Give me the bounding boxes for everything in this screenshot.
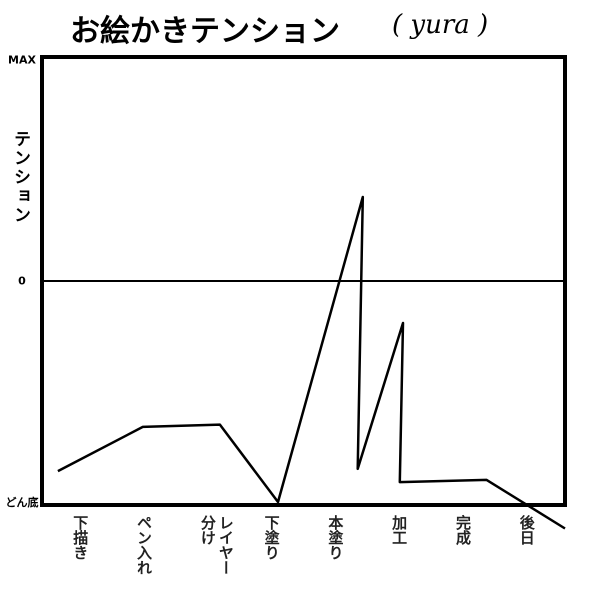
y-axis-label: テンション	[10, 130, 30, 225]
x-tick-label: レイヤー分け	[198, 515, 235, 575]
y-tick-label: MAX	[8, 53, 36, 67]
y-tick-label: 0	[18, 274, 26, 288]
y-tick-label: どん底	[5, 496, 39, 509]
x-tick-label: 後日	[517, 515, 536, 545]
line	[57, 195, 566, 530]
x-tick-label: ペン入れ	[135, 515, 154, 575]
x-tick-label: 本塗り	[326, 515, 345, 560]
x-tick-label: 完成	[453, 515, 472, 545]
x-tick-label: 下塗り	[262, 515, 281, 560]
author: ( yura )	[392, 10, 489, 40]
x-tick-label: 下描き	[71, 515, 90, 560]
x-tick-label: 加工	[390, 515, 409, 545]
chart-title: お絵かきテンション	[70, 14, 340, 49]
